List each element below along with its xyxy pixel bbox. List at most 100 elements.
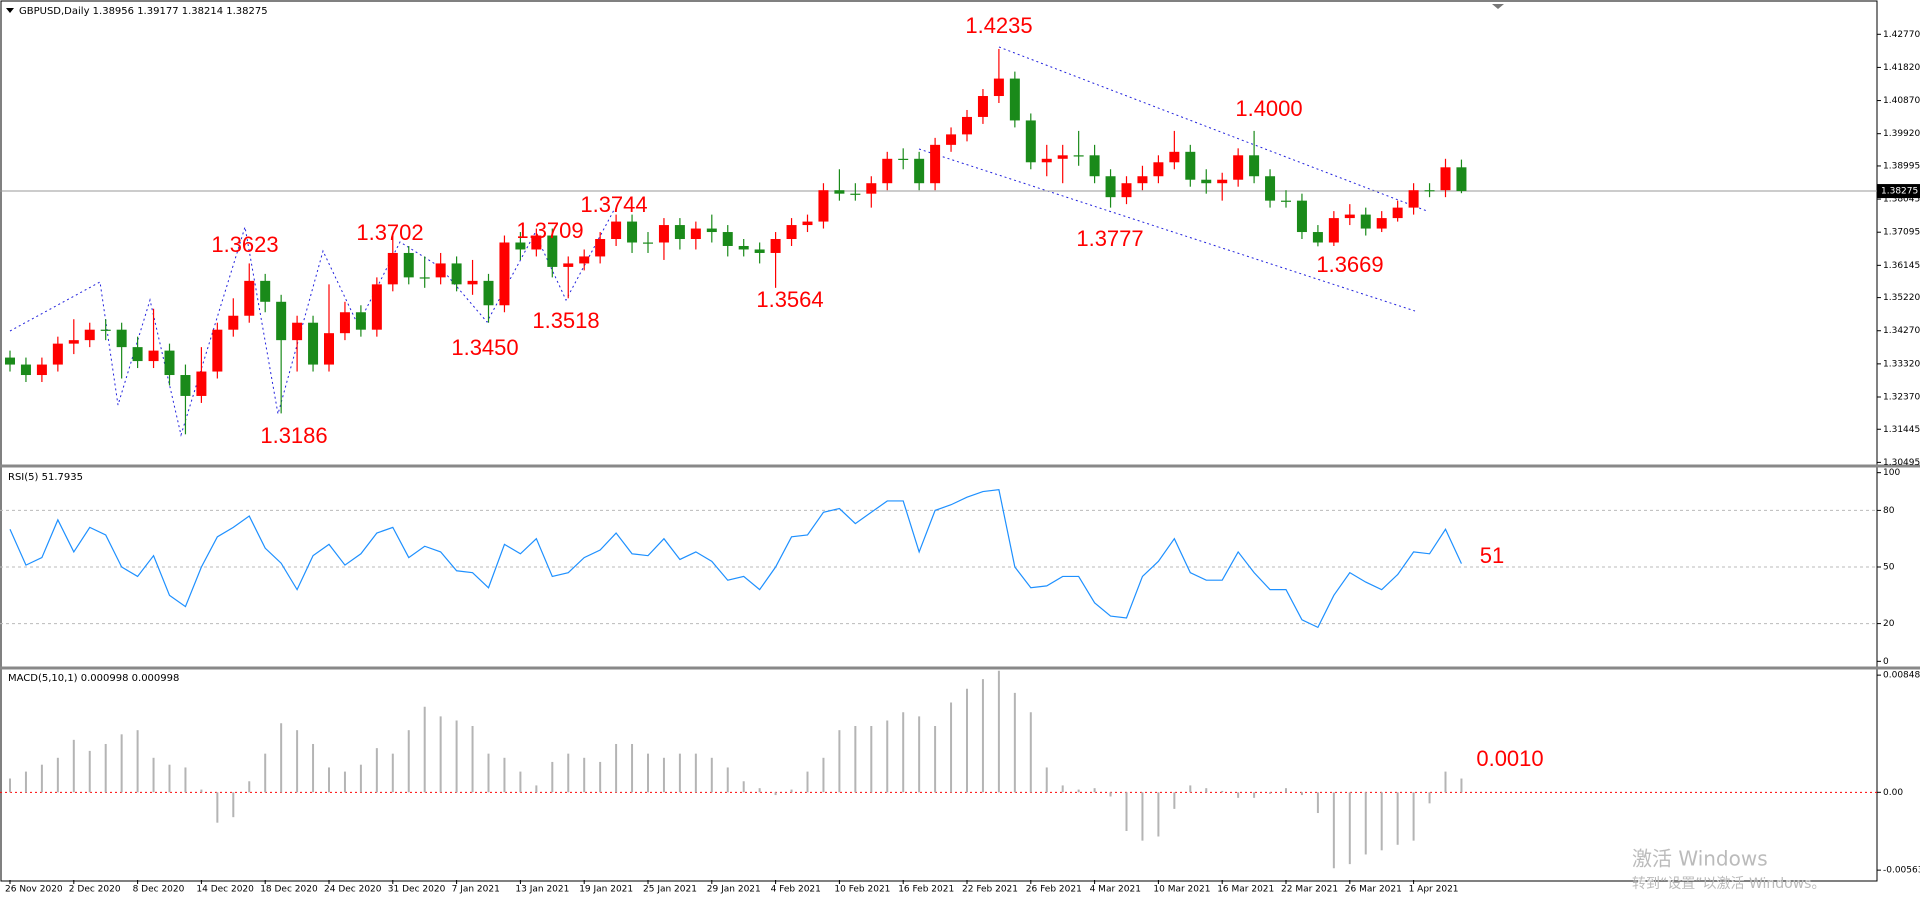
candle-body: [292, 322, 303, 341]
candle-body: [1169, 151, 1180, 163]
annotation: 1.3450: [451, 335, 518, 360]
candle-body: [196, 371, 207, 396]
watermark-title: 激活 Windows: [1632, 847, 1768, 871]
x-tick-label: 10 Mar 2021: [1153, 885, 1210, 895]
annotation: 1.4000: [1235, 96, 1302, 121]
candle-body: [802, 221, 813, 226]
candle-body: [977, 96, 988, 117]
x-tick-label: 4 Mar 2021: [1090, 885, 1141, 895]
x-tick-label: 10 Feb 2021: [834, 885, 890, 895]
candle-body: [84, 329, 95, 341]
candle-body: [1281, 200, 1291, 202]
x-tick-label: 16 Mar 2021: [1217, 885, 1274, 895]
candle-body: [1233, 155, 1244, 180]
x-tick-label: 14 Dec 2020: [196, 885, 254, 895]
x-tick-label: 26 Mar 2021: [1345, 885, 1402, 895]
annotation: 1.3709: [516, 218, 583, 243]
x-tick-label: 26 Nov 2020: [5, 885, 63, 895]
candle-body: [563, 263, 574, 267]
y-tick-label: 1.31445: [1883, 425, 1920, 435]
x-tick-label: 19 Jan 2021: [579, 885, 633, 895]
candle-body: [850, 193, 861, 195]
candle-body: [180, 375, 191, 396]
candle-body: [1009, 78, 1020, 121]
last-price-label: 1.38275: [1881, 187, 1918, 197]
plot-frame: [0, 0, 1878, 882]
last-price-box: [1877, 184, 1920, 199]
candle-body: [834, 190, 845, 194]
channel-line: [918, 148, 1416, 312]
candle-body: [1089, 155, 1100, 177]
annotation: 51: [1480, 543, 1504, 568]
candle-body: [164, 350, 175, 376]
candle-body: [914, 158, 925, 184]
y-tick-label: 1.30495: [1883, 458, 1920, 468]
x-tick-label: 25 Jan 2021: [643, 885, 697, 895]
candle-body: [1121, 183, 1132, 198]
candle-body: [483, 280, 494, 306]
candle-body: [1105, 176, 1116, 198]
candle-body: [658, 225, 669, 243]
y-tick-label: 100: [1883, 468, 1900, 478]
candle-body: [882, 158, 893, 184]
y-tick-label: 1.41820: [1883, 63, 1920, 73]
rsi-title: RSI(5) 51.7935: [8, 472, 83, 483]
candle-body: [1185, 151, 1196, 180]
candle-body: [1137, 176, 1148, 184]
y-tick-label: 1.33320: [1883, 359, 1920, 369]
annotation: 1.3777: [1076, 226, 1143, 251]
candle-body: [5, 357, 15, 365]
y-tick-label: 1.36145: [1883, 261, 1920, 271]
candle-body: [244, 280, 255, 316]
candle-body: [339, 312, 350, 334]
y-tick-label: 1.38995: [1883, 161, 1920, 171]
annotation: 0.0010: [1476, 746, 1543, 771]
candle-body: [547, 235, 558, 267]
candle-body: [1312, 232, 1323, 243]
y-tick-label: 1.35220: [1883, 293, 1920, 303]
x-tick-label: 4 Feb 2021: [771, 885, 821, 895]
candle-body: [1424, 190, 1435, 192]
y-tick-label: 0.008486: [1883, 671, 1920, 681]
annotation: 1.3744: [580, 192, 647, 217]
annotation: 1.3564: [756, 287, 823, 312]
watermark-subtitle: 转到“设置”以激活 Windows。: [1632, 875, 1825, 892]
x-tick-label: 29 Jan 2021: [707, 885, 761, 895]
x-tick-label: 8 Dec 2020: [133, 885, 185, 895]
y-tick-label: 1.34270: [1883, 326, 1920, 336]
candle-body: [579, 256, 590, 264]
x-tick-label: 2 Dec 2020: [69, 885, 121, 895]
x-tick-label: 13 Jan 2021: [515, 885, 569, 895]
candle-body: [930, 144, 941, 184]
y-tick-label: -0.005636: [1883, 866, 1920, 876]
candle-body: [355, 312, 366, 330]
candle-body: [100, 329, 111, 331]
candle-body: [324, 333, 334, 365]
x-tick-label: 24 Dec 2020: [324, 885, 382, 895]
menu-triangle[interactable]: [6, 8, 14, 13]
x-tick-label: 22 Feb 2021: [962, 885, 1018, 895]
candle-body: [898, 158, 909, 160]
candle-body: [435, 263, 446, 278]
candle-body: [387, 252, 398, 285]
y-tick-label: 1.38045: [1883, 195, 1920, 205]
candle-body: [1376, 218, 1387, 229]
candle-body: [1041, 158, 1052, 163]
candle-body: [738, 245, 749, 250]
annotation: 1.3518: [532, 308, 599, 333]
y-tick-label: 0: [1883, 657, 1889, 667]
y-tick-label: 1.40870: [1883, 96, 1920, 106]
candle-body: [36, 364, 47, 376]
candle-body: [1344, 214, 1355, 219]
candle-body: [531, 235, 542, 250]
candle-body: [1296, 200, 1307, 233]
candle-body: [1328, 218, 1339, 243]
x-tick-label: 31 Dec 2020: [388, 885, 446, 895]
y-tick-label: 50: [1883, 563, 1895, 573]
candle-body: [52, 343, 63, 365]
candle-body: [946, 134, 957, 145]
candle-body: [674, 225, 685, 240]
candle-body: [1456, 167, 1467, 192]
